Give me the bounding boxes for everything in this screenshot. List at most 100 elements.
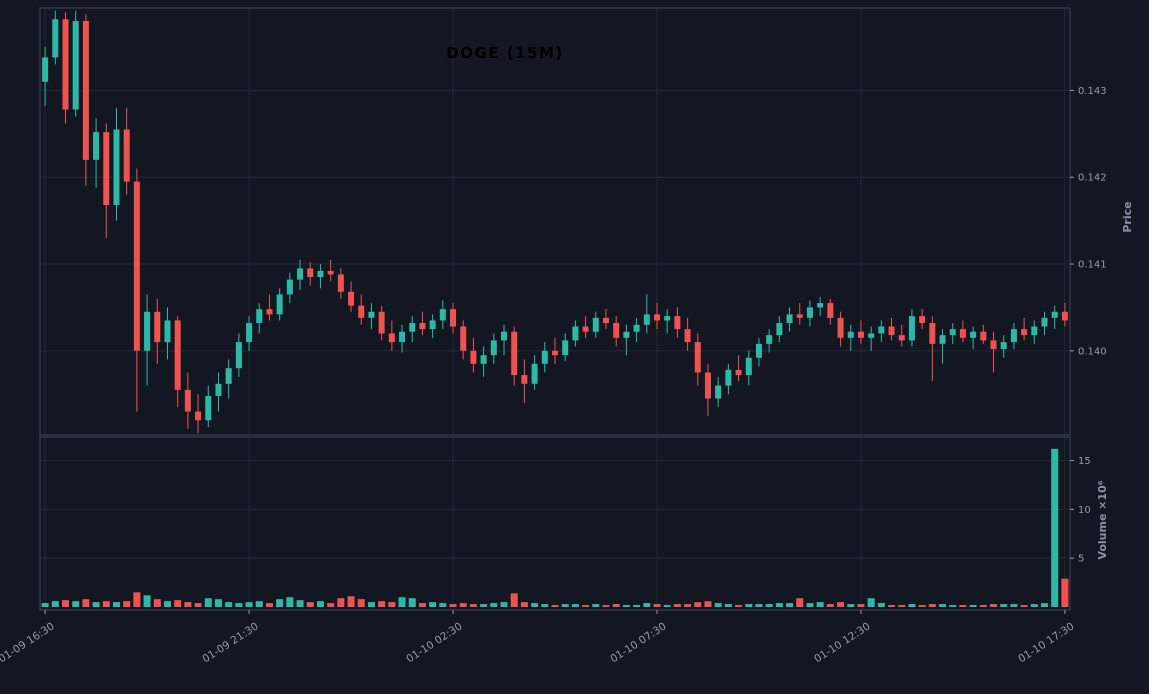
price-tick-label: 0.140	[1078, 346, 1107, 357]
candle-body	[949, 329, 956, 336]
candle-body	[674, 316, 681, 330]
candle-body	[276, 294, 283, 315]
candle-body	[704, 372, 711, 399]
volume-bar	[143, 595, 151, 607]
volume-bar	[61, 600, 69, 607]
volume-bar	[959, 605, 967, 607]
candle	[388, 320, 395, 351]
candle	[898, 324, 905, 347]
candle-body	[399, 331, 406, 343]
candle	[796, 303, 803, 325]
volume-bar	[286, 597, 294, 607]
volume-bar	[153, 599, 161, 607]
candle	[633, 317, 640, 343]
volume-bar	[388, 602, 396, 607]
volume-bar	[837, 602, 845, 607]
volume-bar	[673, 604, 681, 607]
candle-body	[327, 270, 334, 275]
candle	[256, 303, 263, 334]
candle	[541, 342, 548, 373]
candle-body	[806, 307, 813, 318]
candle	[235, 333, 242, 377]
price-tick-labels: 0.140 0.141 0.142 0.143	[1070, 86, 1107, 357]
candle	[919, 309, 926, 330]
candle-body	[368, 311, 375, 318]
candle	[133, 168, 140, 412]
volume-bar	[480, 604, 488, 607]
candle-body	[337, 274, 344, 292]
price-tick-label: 0.143	[1078, 86, 1107, 97]
volume-bar	[92, 602, 100, 607]
candle-body	[725, 369, 732, 386]
volume-bar	[816, 602, 824, 607]
candle	[623, 324, 630, 356]
candle-body	[572, 326, 579, 341]
candle	[643, 294, 650, 334]
volume-bar	[1030, 604, 1038, 607]
volume-bar	[714, 603, 722, 607]
candle-body	[480, 355, 487, 364]
candle-body	[450, 309, 457, 327]
candle	[72, 10, 79, 117]
candle	[144, 294, 151, 386]
candle-body	[164, 320, 171, 343]
candle	[939, 329, 946, 364]
candle	[164, 307, 171, 360]
candle	[817, 297, 824, 317]
volume-bar	[949, 605, 957, 607]
candle	[501, 324, 508, 356]
volume-bar	[796, 598, 804, 607]
candle	[572, 320, 579, 347]
candle-body	[919, 316, 926, 324]
candle	[184, 372, 191, 429]
volume-tick-label: 10	[1078, 505, 1091, 516]
candle	[552, 337, 558, 364]
candle	[195, 394, 202, 434]
volume-bar	[765, 604, 773, 607]
candle	[602, 309, 609, 330]
candle	[847, 324, 854, 351]
candle-body	[490, 340, 497, 356]
candle	[348, 281, 355, 312]
candle-body	[246, 323, 253, 343]
volume-bar	[939, 604, 947, 607]
time-tick-label: 01-09 16:30	[0, 620, 57, 665]
volume-bar	[867, 598, 875, 607]
candle-body	[878, 326, 885, 334]
volume-bars-layer	[41, 448, 1069, 607]
candle	[1010, 323, 1017, 350]
volume-tick-labels: 5 10 15	[1070, 456, 1091, 565]
candle	[266, 294, 273, 321]
candle	[337, 268, 344, 299]
volume-bar	[347, 596, 355, 607]
candle	[113, 107, 120, 221]
candle	[225, 359, 232, 399]
candle-body	[908, 316, 915, 341]
candle-body	[1051, 311, 1058, 318]
volume-bar	[449, 604, 457, 607]
volume-bar	[704, 601, 712, 607]
candle	[409, 316, 416, 343]
candle-body	[602, 317, 609, 324]
candle	[878, 320, 885, 343]
volume-bar	[398, 597, 406, 607]
candle-body	[52, 19, 59, 58]
candle-body	[694, 342, 701, 373]
volume-bar	[684, 604, 692, 607]
candle-body	[501, 331, 508, 341]
volume-panel-border	[39, 436, 1071, 611]
volume-bar	[367, 602, 375, 607]
candle	[399, 324, 406, 353]
volume-bar	[612, 604, 620, 607]
candle-body	[664, 316, 671, 321]
volume-bar	[204, 598, 212, 607]
volume-bar	[990, 604, 998, 607]
price-tick-label: 0.142	[1078, 173, 1107, 184]
candle-body	[541, 350, 548, 364]
volume-bar	[418, 603, 426, 607]
candle-body	[256, 309, 263, 324]
candle	[317, 264, 324, 289]
candle	[490, 333, 497, 364]
candle	[521, 359, 528, 403]
candle	[1041, 311, 1048, 336]
